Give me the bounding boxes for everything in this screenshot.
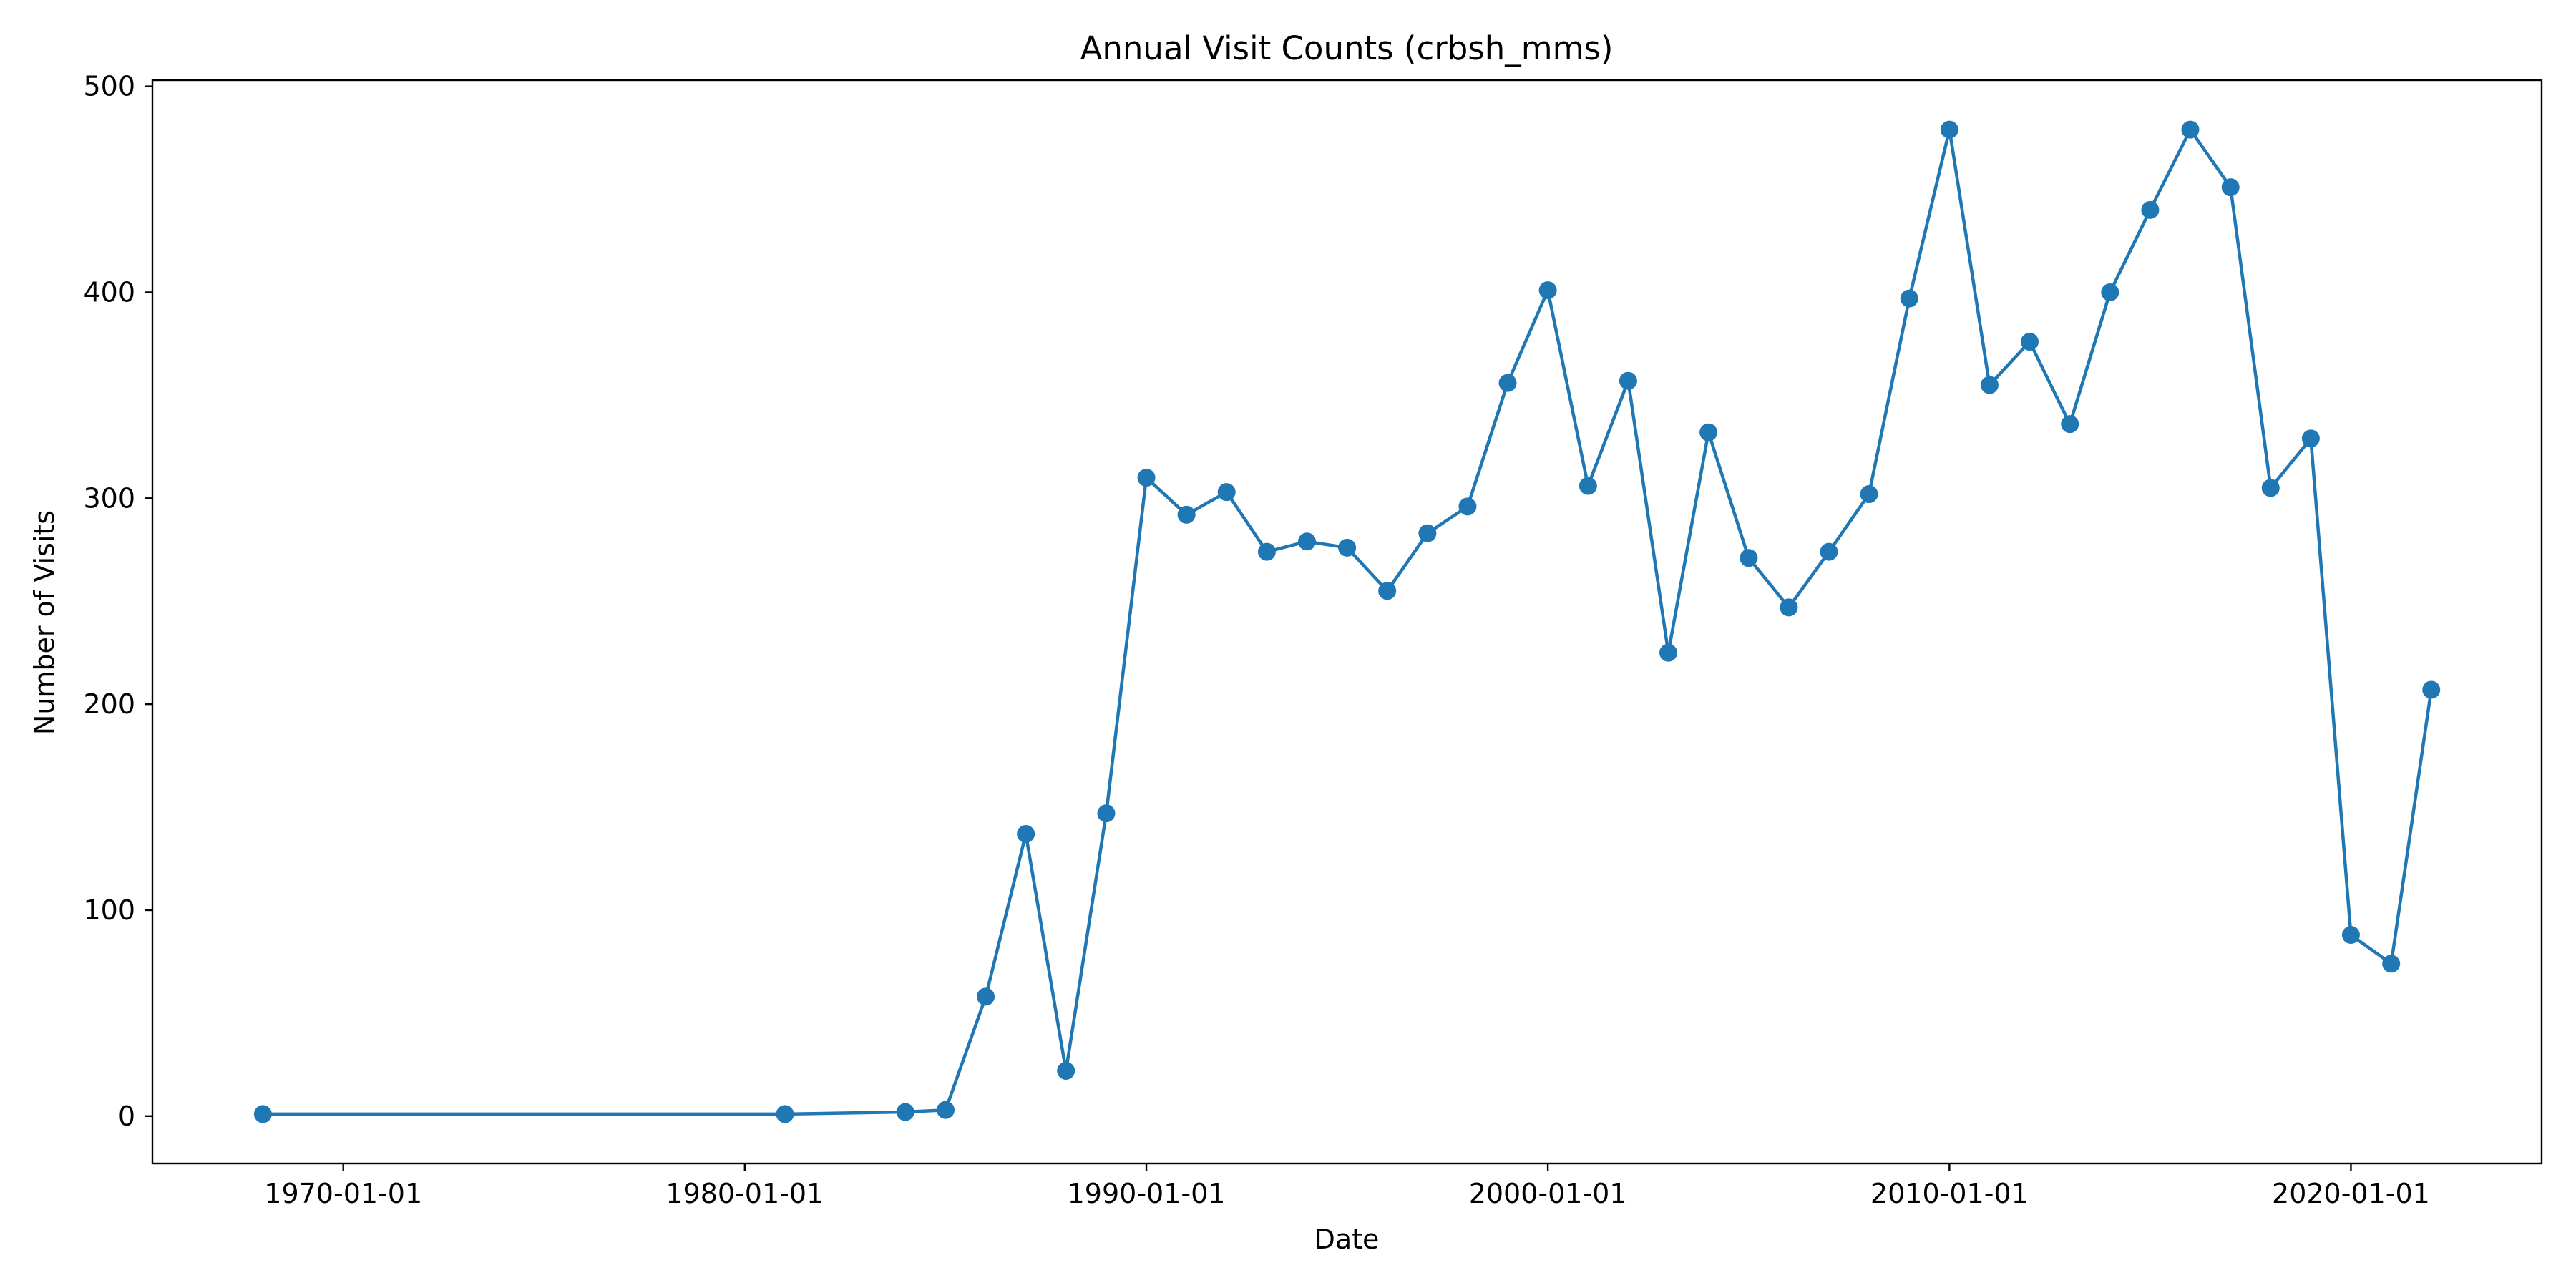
plot-frame — [151, 79, 2543, 1165]
data-point — [1619, 371, 1637, 390]
data-point — [1780, 598, 1798, 617]
data-point — [936, 1101, 955, 1119]
data-point — [1538, 281, 1557, 300]
x-tick-label: 1980-01-01 — [665, 1178, 824, 1209]
data-point — [1820, 542, 1838, 561]
data-point — [2261, 479, 2280, 497]
data-point — [1297, 532, 1316, 551]
plot-area — [253, 120, 2441, 1123]
data-point — [2181, 120, 2200, 139]
data-point — [1177, 505, 1196, 524]
y-axis-label: Number of Visits — [29, 510, 60, 735]
data-point — [1418, 524, 1437, 542]
data-point — [1498, 374, 1517, 392]
data-point — [1257, 542, 1276, 561]
data-point — [1699, 423, 1718, 441]
data-point — [1217, 483, 1236, 502]
x-tick-label: 1990-01-01 — [1068, 1178, 1226, 1209]
data-point — [1980, 376, 1999, 394]
data-point — [1458, 497, 1477, 516]
y-tick-label: 100 — [83, 894, 135, 926]
y-tick-label: 500 — [83, 71, 135, 102]
y-axis-ticks: 0 100 200 300 400 500 — [83, 71, 152, 1132]
x-tick-label: 2020-01-01 — [2272, 1178, 2430, 1209]
data-point — [2301, 429, 2320, 448]
data-point — [1378, 582, 1397, 600]
data-point — [1900, 289, 1918, 308]
chart-title: Annual Visit Counts (crbsh_mms) — [1080, 29, 1614, 67]
data-point — [1860, 485, 1878, 504]
data-point — [1137, 469, 1156, 487]
data-point — [1057, 1061, 1075, 1080]
y-tick-label: 200 — [83, 688, 135, 720]
data-point — [896, 1103, 914, 1121]
data-point — [2101, 283, 2119, 301]
x-tick-label: 2000-01-01 — [1469, 1178, 1627, 1209]
x-tick-label: 1970-01-01 — [264, 1178, 422, 1209]
data-point — [1017, 824, 1035, 843]
y-tick-label: 400 — [83, 276, 135, 308]
data-point — [776, 1105, 794, 1123]
data-point — [1740, 549, 1758, 567]
data-point — [1659, 643, 1678, 662]
data-point — [1338, 538, 1357, 557]
data-point — [2141, 200, 2160, 219]
data-point — [1940, 120, 1958, 139]
y-tick-label: 300 — [83, 482, 135, 514]
data-point — [2382, 955, 2401, 973]
data-point — [2422, 680, 2441, 699]
data-point — [2061, 415, 2079, 434]
data-point — [1097, 804, 1116, 823]
data-point — [2021, 333, 2039, 351]
data-point — [2341, 926, 2360, 945]
data-point — [2221, 178, 2240, 197]
data-point — [977, 987, 995, 1006]
data-point — [1579, 477, 1597, 495]
x-axis-ticks: 1970-01-01 1980-01-01 1990-01-01 2000-01-01… — [264, 1163, 2430, 1209]
x-tick-label: 2010-01-01 — [1870, 1178, 2029, 1209]
data-point — [253, 1105, 272, 1123]
y-tick-label: 0 — [118, 1101, 135, 1132]
x-axis-label: Date — [1314, 1224, 1380, 1255]
